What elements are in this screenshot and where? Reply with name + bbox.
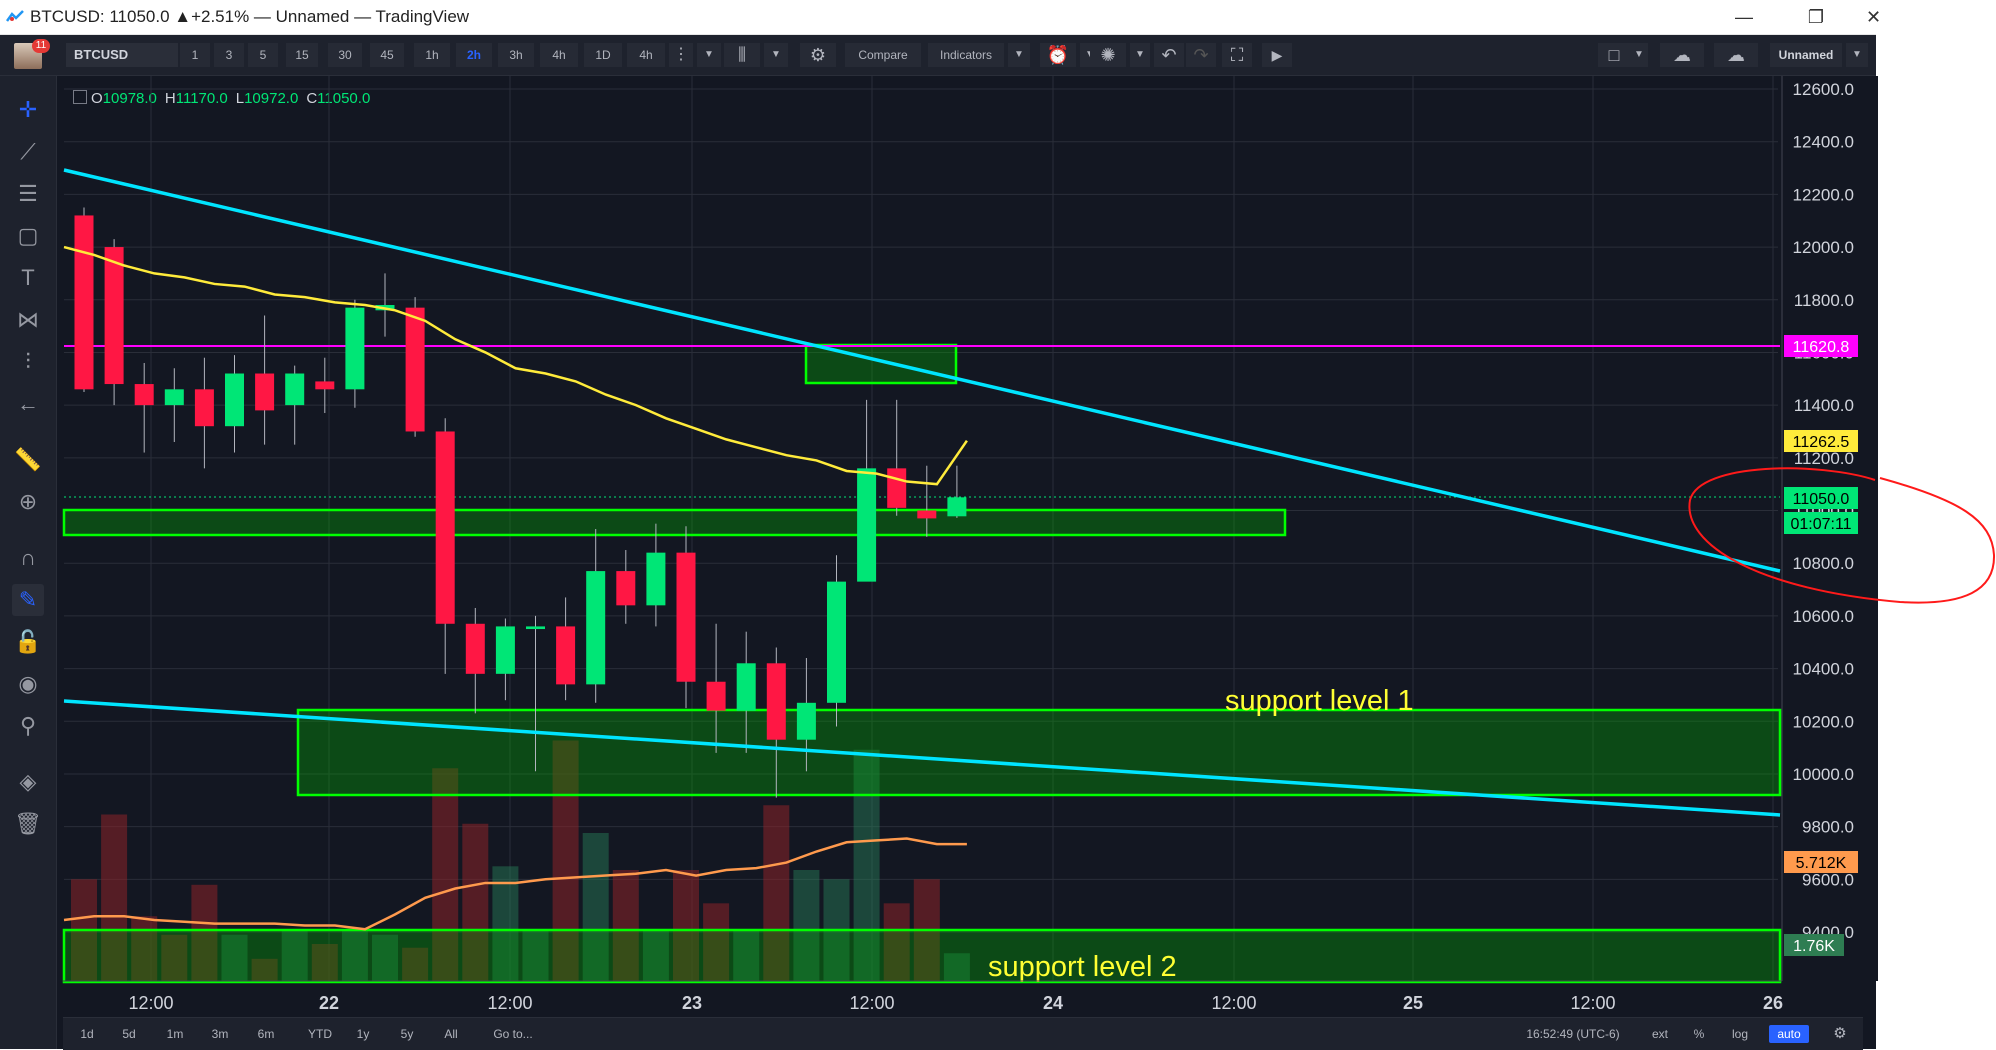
clock-timezone[interactable]: 16:52:49 (UTC-6) (1526, 1027, 1620, 1041)
interval-1h-button[interactable]: 1h (414, 43, 450, 67)
range-all-button[interactable]: All (444, 1027, 458, 1041)
link-icon[interactable]: ⚲ (19, 713, 37, 738)
layout-name-button[interactable]: Unnamed (1770, 43, 1842, 67)
interval-2h-button[interactable]: 2h (456, 43, 492, 67)
chart-settings-gear-icon[interactable]: ⚙ (1833, 1025, 1847, 1042)
interval-1m-button[interactable]: 1 (180, 43, 210, 67)
cloud-download-icon[interactable]: ☁ (1660, 43, 1704, 67)
back-arrow-icon[interactable]: ← (17, 391, 39, 416)
stay-in-drawing-mode-icon[interactable]: ✎ (12, 584, 44, 616)
fullscreen-icon[interactable]: ⛶ (1222, 43, 1252, 67)
range-1y-button[interactable]: 1y (356, 1027, 370, 1041)
extended-hours-button[interactable]: ext (1651, 1027, 1668, 1041)
layout-square-icon[interactable]: □ (1598, 43, 1630, 67)
text-tool-icon[interactable]: T (21, 265, 35, 290)
interval-4h-fav-button[interactable]: 4h (627, 43, 665, 67)
bottom-toolbar: 1d 5d 1m 3m 6m YTD 1y 5y All Go to... 16… (63, 1017, 1863, 1050)
rectangle-tool-icon[interactable]: ▢ (17, 223, 39, 248)
trend-line-icon[interactable]: ⟋ (20, 139, 36, 164)
open-label: O (91, 90, 103, 107)
indicators-chevron-icon[interactable]: ▼ (1008, 43, 1030, 67)
percent-scale-button[interactable]: % (1693, 1027, 1705, 1041)
layers-icon[interactable]: ◈ (19, 769, 37, 794)
range-6m-button[interactable]: 6m (257, 1027, 275, 1041)
close-label: C (306, 90, 318, 107)
layout-menu-chevron-icon[interactable]: ▼ (1846, 43, 1868, 67)
interval-3h-button[interactable]: 3h (498, 43, 534, 67)
eye-icon[interactable]: ◉ (18, 671, 38, 696)
pattern-tool-icon[interactable]: ⋈ (17, 307, 39, 332)
goto-date-button[interactable]: Go to... (493, 1027, 533, 1041)
trash-icon[interactable]: 🗑 (14, 811, 42, 836)
ideas-chevron-icon[interactable]: ▼ (1130, 43, 1150, 67)
range-3m-button[interactable]: 3m (211, 1027, 229, 1041)
high-label: H (164, 90, 176, 107)
close-value: 11050.0 (317, 90, 371, 107)
open-value: 10978.0 (102, 90, 157, 107)
interval-15m-button[interactable]: 15 (286, 43, 318, 67)
high-value: 11170.0 (175, 90, 228, 107)
play-replay-icon[interactable]: ▶ (1262, 43, 1292, 67)
tradingview-app: 11 BTCUSD 1 3 5 15 30 45 1h 2h 3h 4h 1D … (0, 35, 1876, 1050)
magnet-icon[interactable]: ∩ (20, 545, 36, 570)
symbol-search-button[interactable]: BTCUSD (66, 43, 178, 67)
lightbulb-icon[interactable]: ✺ (1090, 43, 1126, 67)
lock-icon[interactable]: 🔓 (14, 629, 42, 654)
ruler-icon[interactable]: 📏 (14, 447, 42, 472)
gear-icon[interactable]: ⚙ (800, 43, 836, 67)
range-5d-button[interactable]: 5d (122, 1027, 136, 1041)
interval-30m-button[interactable]: 30 (328, 43, 362, 67)
drawing-toolbar: ✛ ⟋ ☰ ▢ T ⋈ ⫶ ← 📏 ⊕ ∩ ✎ 🔓 ◉ ⚲ ◈ 🗑 (0, 76, 57, 1049)
range-1m-button[interactable]: 1m (166, 1027, 184, 1041)
alert-clock-icon[interactable]: ⏰ (1040, 43, 1076, 67)
indicators-button[interactable]: Indicators (928, 43, 1004, 67)
crosshair-icon[interactable]: ✛ (18, 97, 38, 122)
forecast-tool-icon[interactable]: ⫶ (25, 349, 31, 374)
minimize-button[interactable]: — (1735, 7, 1753, 27)
interval-4h-button[interactable]: 4h (540, 43, 578, 67)
tradingview-logo-icon (6, 10, 24, 22)
undo-icon[interactable]: ↶ (1154, 43, 1184, 67)
layout-chevron-icon[interactable]: ▼ (1630, 43, 1648, 67)
chevron-down-icon[interactable]: ▼ (697, 43, 721, 67)
interval-1d-button[interactable]: 1D (584, 43, 622, 67)
fib-retracement-icon[interactable]: ☰ (18, 181, 38, 206)
range-ytd-button[interactable]: YTD (308, 1027, 332, 1041)
more-intervals-icon[interactable]: ⋮ (669, 43, 693, 67)
interval-3m-button[interactable]: 3 (214, 43, 244, 67)
range-1d-button[interactable]: 1d (80, 1027, 94, 1041)
range-5y-button[interactable]: 5y (400, 1027, 414, 1041)
interval-45m-button[interactable]: 45 (370, 43, 404, 67)
zoom-in-icon[interactable]: ⊕ (18, 489, 38, 514)
redo-icon[interactable]: ↷ (1186, 43, 1216, 67)
compare-button[interactable]: Compare (845, 43, 921, 67)
collapse-legend-icon[interactable] (73, 90, 87, 104)
notification-badge: 11 (32, 39, 50, 53)
top-toolbar: 11 BTCUSD 1 3 5 15 30 45 1h 2h 3h 4h 1D … (0, 35, 1876, 76)
cloud-upload-icon[interactable]: ☁ (1714, 43, 1758, 67)
low-label: L (235, 90, 245, 107)
close-button[interactable]: ✕ (1866, 7, 1882, 27)
interval-5m-button[interactable]: 5 (248, 43, 278, 67)
restore-button[interactable]: ❐ (1807, 7, 1825, 27)
window-title: BTCUSD: 11050.0 ▲+2.51% — Unnamed — Trad… (30, 7, 470, 26)
log-scale-button[interactable]: log (1731, 1027, 1748, 1041)
candles-chart-type-icon[interactable]: ⫼ (724, 43, 760, 67)
ohlc-legend: O10978.0 H11170.0 L10972.0 C11050.0 (73, 90, 370, 107)
auto-scale-button[interactable]: auto (1769, 1025, 1809, 1043)
chart-type-chevron-icon[interactable]: ▼ (764, 43, 788, 67)
low-value: 10972.0 (244, 90, 299, 107)
window-titlebar: BTCUSD: 11050.0 ▲+2.51% — Unnamed — Trad… (0, 0, 1882, 35)
